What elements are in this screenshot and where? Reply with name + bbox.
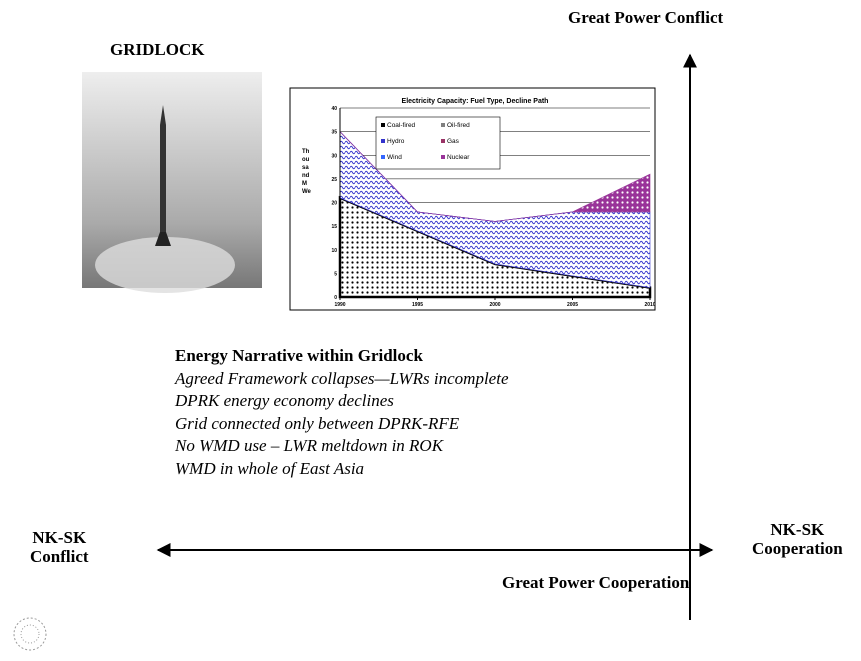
y-tick-label: 25 [331, 177, 337, 183]
legend-swatch [381, 155, 385, 159]
legend-label: Nuclear [447, 154, 470, 161]
x-tick-label: 1990 [334, 302, 345, 308]
area [339, 131, 651, 222]
y-tick-label: 0 [334, 295, 337, 301]
y-tick-label: 30 [331, 153, 337, 159]
y-tick-label: 5 [334, 271, 337, 277]
narrative-heading: Energy Narrative within Gridlock [175, 346, 423, 365]
right-label: NK-SK Cooperation [752, 520, 843, 558]
chart: Electricity Capacity: Fuel Type, Decline… [331, 98, 655, 308]
top-label: Great Power Conflict [568, 8, 724, 27]
legend-box [375, 116, 501, 170]
right-label-line: Cooperation [752, 539, 843, 558]
right-label-line: NK-SK [770, 520, 825, 539]
chart-title: Electricity Capacity: Fuel Type, Decline… [402, 98, 549, 105]
narrative: Energy Narrative within Gridlock Agreed … [175, 345, 508, 480]
scenario-title: GRIDLOCK [110, 40, 205, 59]
y-tick-label: 20 [331, 201, 337, 207]
legend-label: Coal-fired [387, 122, 416, 129]
narrative-line: No WMD use – LWR meltdown in ROK [175, 436, 444, 455]
legend-swatch [441, 155, 445, 159]
legend-swatch [381, 139, 385, 143]
left-label-line: NK-SK [32, 528, 87, 547]
legend-swatch [441, 139, 445, 143]
narrative-line: DPRK energy economy declines [175, 391, 394, 410]
x-tick-label: 2000 [489, 302, 500, 308]
bottom-label: Great Power Cooperation [502, 573, 690, 592]
y-tick-label: 40 [331, 106, 337, 112]
x-tick-label: 2010 [644, 302, 655, 308]
left-label-line: Conflict [30, 547, 89, 566]
narrative-line: Agreed Framework collapses—LWRs incomple… [175, 368, 509, 388]
y-axis-label: Thousand MWe [302, 149, 311, 195]
legend-label: Oil-fired [447, 122, 470, 129]
narrative-line: WMD in whole of East Asia [175, 458, 365, 478]
legend-label: Hydro [387, 138, 405, 145]
left-label: NK-SK Conflict [30, 528, 89, 566]
rocket-photo [82, 72, 262, 293]
legend-label: Gas [447, 138, 460, 145]
legend-swatch [381, 123, 385, 127]
y-tick-label: 35 [331, 130, 337, 136]
narrative-line: Grid connected only between DPRK-RFE [175, 413, 460, 433]
y-tick-label: 10 [331, 248, 337, 254]
logo [13, 617, 47, 651]
y-tick-label: 15 [331, 224, 337, 230]
legend-swatch [441, 123, 445, 127]
x-tick-label: 1995 [412, 302, 423, 308]
legend-label: Wind [387, 154, 402, 161]
x-tick-label: 2005 [567, 302, 578, 308]
